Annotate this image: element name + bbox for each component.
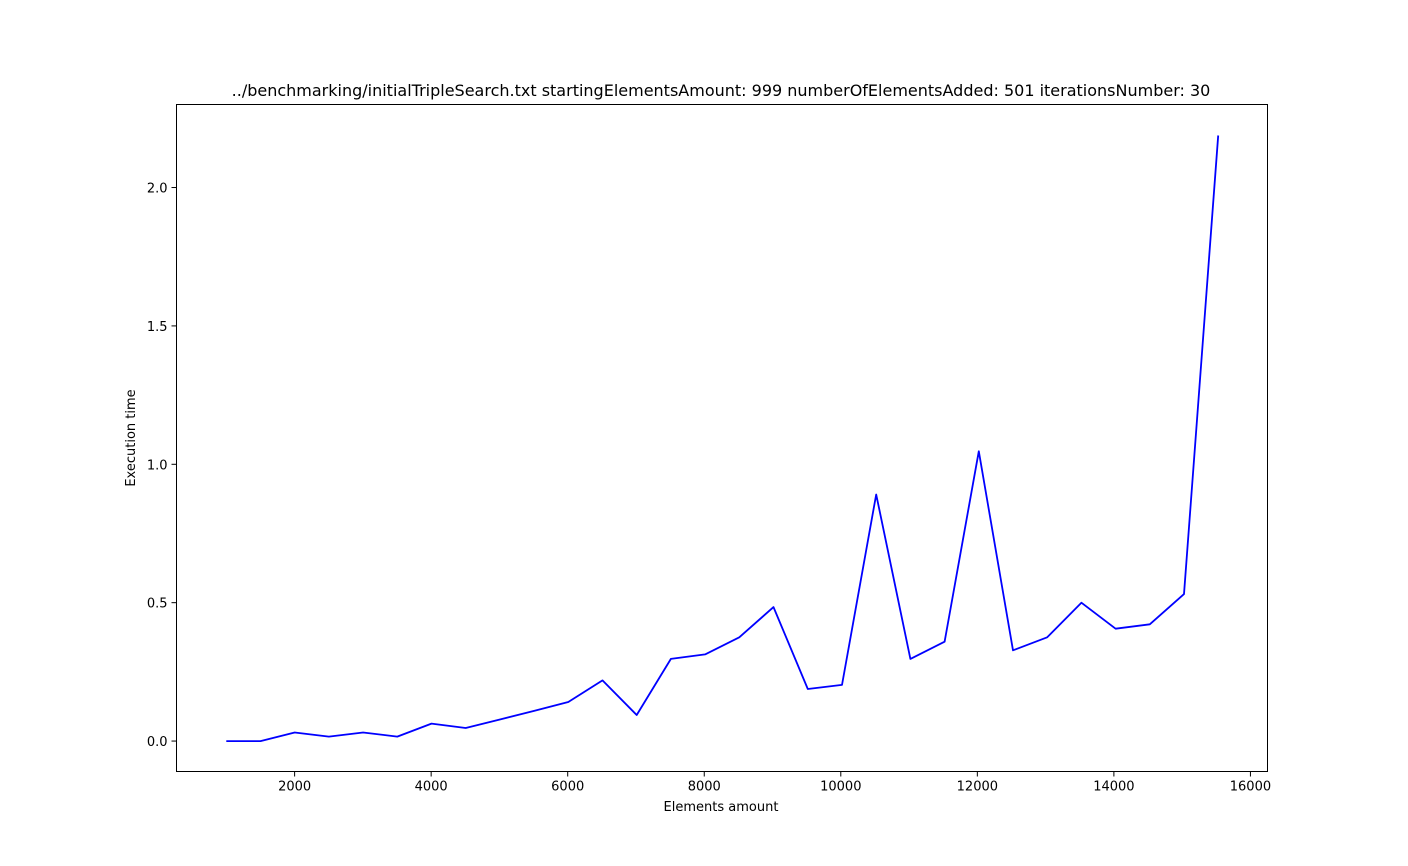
x-tick-label: 12000 (957, 780, 998, 795)
plot-area-frame (176, 104, 1268, 772)
y-tick-label: 0.0 (147, 735, 168, 750)
x-tick-label: 16000 (1230, 780, 1271, 795)
x-axis-label: Elements amount (664, 800, 779, 815)
y-tick-label: 2.0 (147, 182, 168, 197)
y-tick-label: 0.5 (147, 597, 168, 612)
series-line (226, 135, 1220, 742)
y-tick-label: 1.0 (147, 458, 168, 473)
x-tick-label: 4000 (415, 780, 448, 795)
chart-title: ../benchmarking/initialTripleSearch.txt … (232, 81, 1211, 100)
x-tick-label: 10000 (820, 780, 861, 795)
x-tick-label: 8000 (688, 780, 721, 795)
y-axis-label: Execution time (124, 389, 139, 486)
x-tick-label: 6000 (551, 780, 584, 795)
x-axis-ticks: 2000 4000 6000 8000 10000 12000 14000 16000 (278, 771, 1271, 795)
x-tick-label: 14000 (1093, 780, 1134, 795)
x-tick-label: 2000 (278, 780, 311, 795)
y-axis-ticks: 0.0 0.5 1.0 1.5 2.0 (147, 182, 177, 750)
series-group (226, 135, 1220, 742)
y-tick-label: 1.5 (147, 320, 168, 335)
